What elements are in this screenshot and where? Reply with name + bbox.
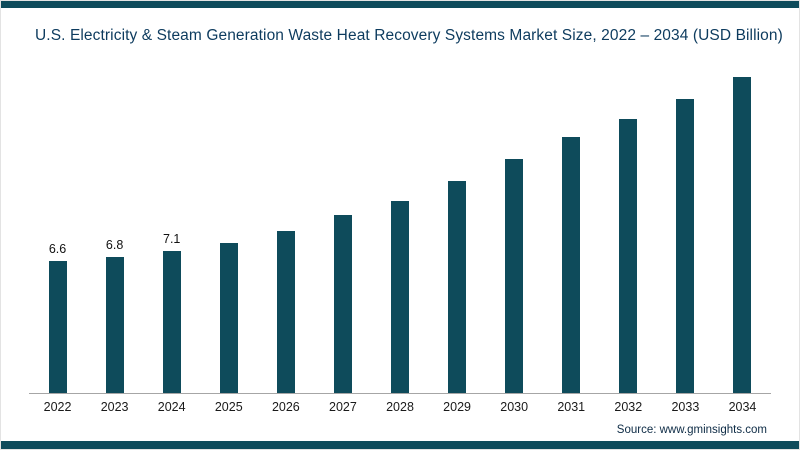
bar-value-label: 7.1	[163, 232, 181, 246]
source-attribution: Source: www.gminsights.com	[616, 424, 767, 436]
bar-2028	[391, 201, 409, 393]
bar-2034	[733, 77, 752, 393]
bar-column	[543, 118, 600, 393]
bar-column	[657, 80, 714, 393]
bar-2032	[619, 119, 638, 393]
bar-2023	[105, 257, 124, 393]
bar-column: 6.6	[29, 242, 86, 393]
x-tick-label: 2032	[614, 400, 643, 414]
bar-column	[486, 140, 543, 393]
x-tick-label: 2024	[157, 400, 186, 414]
x-tick-label: 2028	[386, 400, 414, 414]
bar-column: 7.1	[143, 232, 200, 393]
bar-2026	[276, 231, 295, 393]
bar-2027	[333, 215, 352, 393]
chart-title: U.S. Electricity & Steam Generation Wast…	[35, 27, 783, 44]
x-tick-label: 2025	[214, 400, 243, 414]
bar-column	[600, 100, 657, 393]
x-axis-labels: 2022 2023 2024 2025 2026 2027 2028 2029 2030 2031…	[29, 400, 771, 414]
x-tick-label: 2031	[557, 400, 586, 414]
x-tick-label: 2027	[329, 400, 357, 414]
top-accent-bar	[1, 1, 799, 8]
x-tick-label: 2023	[100, 400, 129, 414]
bar-column	[257, 212, 314, 393]
x-tick-label: 2022	[43, 400, 72, 414]
plot-area: 6.6 6.8 7.1	[29, 63, 771, 394]
bar-2025	[219, 243, 238, 393]
bottom-accent-bar	[1, 441, 799, 449]
bar-column	[429, 162, 486, 393]
bar-2031	[562, 137, 581, 393]
x-tick-label: 2026	[271, 400, 300, 414]
x-tick-label: 2033	[671, 400, 700, 414]
bar-value-label: 6.6	[48, 242, 67, 256]
x-tick-label: 2030	[500, 400, 529, 414]
bar-column: 6.8	[86, 238, 143, 393]
bar-2024	[162, 251, 181, 393]
bar-column	[200, 224, 257, 393]
x-tick-label: 2029	[443, 400, 471, 414]
bar-2033	[676, 99, 695, 393]
bar-2022	[48, 261, 67, 393]
bar-column	[714, 58, 771, 393]
bar-2029	[448, 181, 467, 393]
bar-column	[371, 182, 428, 393]
bar-2030	[505, 159, 524, 393]
x-tick-label: 2034	[728, 400, 757, 414]
bar-column	[314, 196, 371, 393]
bar-value-label: 6.8	[105, 238, 124, 252]
